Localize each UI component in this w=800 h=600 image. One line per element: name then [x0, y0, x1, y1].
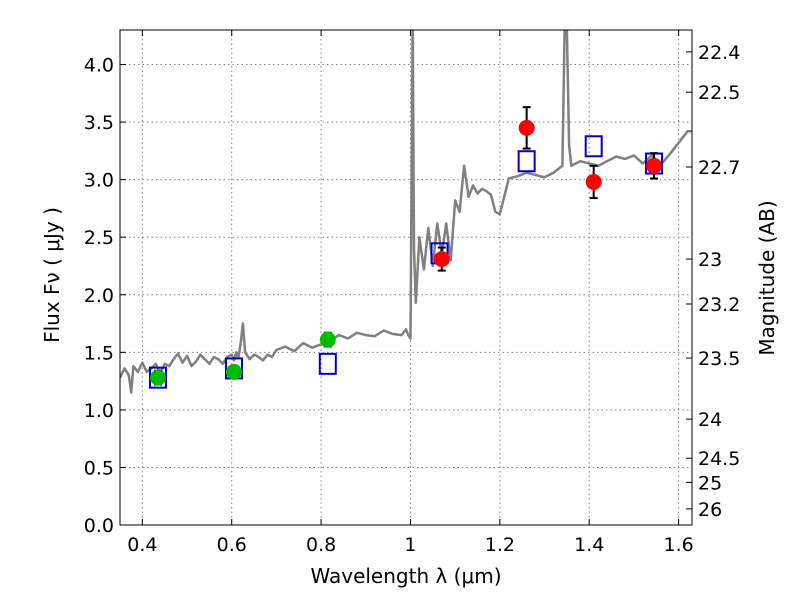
- y2-tick-label: 26: [698, 499, 722, 521]
- model-square-marker: [517, 150, 536, 173]
- model-square-marker: [318, 352, 337, 375]
- data-point-marker: [149, 369, 166, 386]
- y-tick-label: 4.0: [84, 55, 114, 77]
- y2-tick-label: 23.2: [698, 294, 740, 316]
- y-tick-label: 3.5: [84, 112, 114, 134]
- data-point-marker: [646, 157, 663, 174]
- data-point-marker: [585, 173, 602, 190]
- data-point-marker: [225, 363, 242, 380]
- y2-tick-label: 24: [698, 409, 722, 431]
- y2-tick-label: 22.5: [698, 82, 740, 104]
- data-point-marker: [319, 331, 336, 348]
- x-tick-label: 0.4: [127, 534, 157, 556]
- y-tick-label: 1.0: [84, 400, 114, 422]
- x-tick-label: 0.6: [217, 534, 247, 556]
- data-point-marker: [433, 251, 450, 268]
- y2-tick-label: 22.7: [698, 157, 740, 179]
- y-tick-label: 0.0: [84, 515, 114, 537]
- y2-axis-title: Magnitude (AB): [755, 200, 779, 355]
- y-tick-label: 3.0: [84, 170, 114, 192]
- y-axis-title: Flux Fν ( μJy ): [40, 207, 64, 343]
- x-tick-label: 1.2: [485, 534, 515, 556]
- plot-area: [120, 30, 692, 394]
- y-tick-label: 0.5: [84, 457, 114, 479]
- axis-ticks: 0.4 0.6 0.8 1 1.2 1.4 1.6 0.0 0.5 1.0 1.5 2.0 2.5 3.0…: [84, 30, 740, 556]
- data-point-marker: [518, 119, 535, 136]
- x-tick-label: 1.4: [574, 534, 604, 556]
- y-tick-label: 2.0: [84, 285, 114, 307]
- gridlines: [120, 30, 692, 526]
- x-tick-label: 1.6: [663, 534, 693, 556]
- y2-tick-label: 23.5: [698, 348, 740, 370]
- spectrum-line: [120, 30, 692, 394]
- y2-tick-label: 22.4: [698, 42, 740, 64]
- model-square-marker: [584, 135, 603, 158]
- y2-tick-label: 23: [698, 249, 722, 271]
- plot-frame: [119, 29, 693, 526]
- x-axis-title: Wavelength λ (μm): [310, 564, 501, 588]
- y2-tick-label: 24.5: [698, 448, 740, 470]
- x-tick-label: 0.8: [306, 534, 336, 556]
- y2-tick-label: 25: [698, 472, 722, 494]
- y-tick-label: 1.5: [84, 342, 114, 364]
- x-tick-label: 1: [404, 534, 416, 556]
- y-tick-label: 2.5: [84, 227, 114, 249]
